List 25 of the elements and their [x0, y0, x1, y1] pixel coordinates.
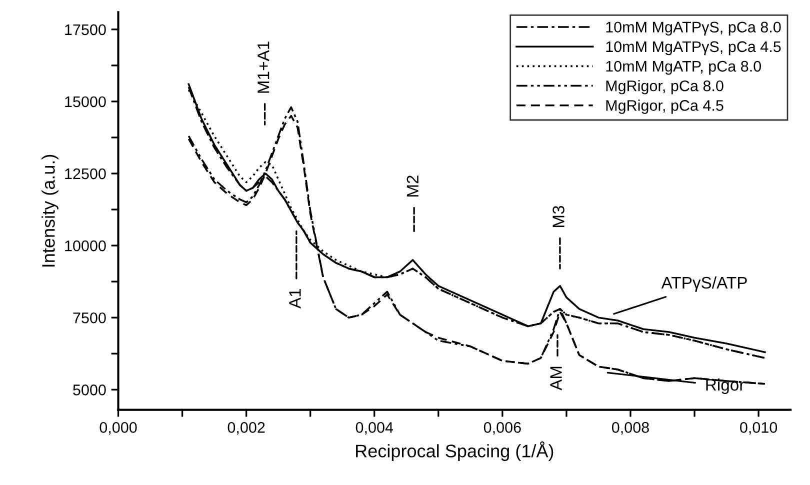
x-tick-label: 0,006	[484, 422, 521, 435]
x-tick-label: 0,008	[612, 422, 649, 435]
y-tick-label: 10000	[65, 240, 106, 252]
annotation: M3	[552, 206, 564, 227]
annotation: A1	[289, 289, 301, 309]
annotation: AM	[550, 366, 562, 390]
y-axis-title: Intensity (a.u.)	[42, 154, 58, 267]
x-tick-label: 0,010	[740, 422, 778, 435]
legend-label: 10mM MgATPγS, pCa 8.0	[606, 22, 781, 36]
y-tick-label: 17500	[65, 24, 106, 36]
annotation: M2	[406, 176, 418, 197]
annotation: ATPγS/ATP	[661, 276, 747, 292]
annotation: M1+A1	[258, 42, 270, 93]
x-tick-label: 0,000	[100, 422, 137, 435]
legend-label: 10mM MgATPγS, pCa 4.5	[606, 41, 781, 56]
y-tick-label: 7500	[73, 312, 106, 324]
x-axis-title: Reciprocal Spacing (1/Å)	[356, 441, 554, 461]
legend-label: MgRigor, pCa 8.0	[606, 80, 724, 94]
x-tick-label: 0,002	[228, 422, 265, 435]
legend-label: MgRigor, pCa 4.5	[606, 100, 724, 114]
legend-label: 10mM MgATP, pCa 8.0	[606, 60, 762, 75]
x-tick-label: 0,004	[356, 422, 394, 435]
y-tick-label: 5000	[73, 384, 106, 396]
y-tick-label: 15000	[65, 96, 106, 108]
y-tick-label: 12500	[65, 168, 106, 180]
